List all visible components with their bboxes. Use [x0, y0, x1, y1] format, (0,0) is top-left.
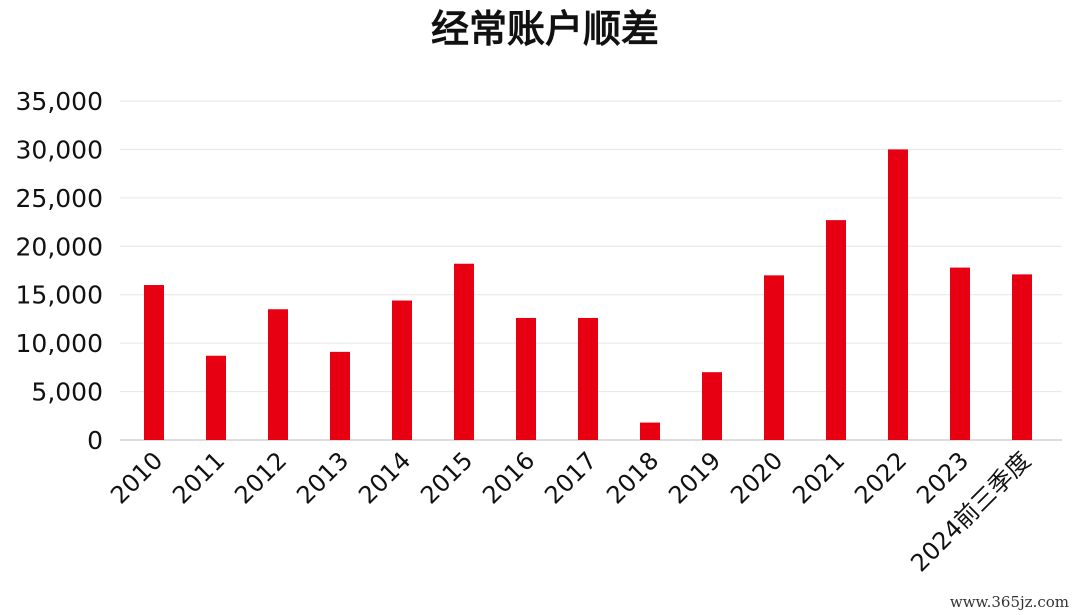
bar-2024前三季度	[1012, 274, 1032, 440]
y-tick-label: 20,000	[16, 232, 103, 261]
bars	[144, 149, 1032, 440]
bar-2012	[268, 309, 288, 440]
x-tick-label: 2021	[787, 446, 850, 509]
x-tick-label: 2019	[663, 446, 726, 509]
bar-2017	[578, 317, 598, 440]
y-tick-label: 15,000	[16, 281, 103, 310]
bar-2016	[516, 317, 536, 440]
y-tick-label: 5,000	[31, 378, 103, 407]
x-tick-label: 2014	[353, 446, 416, 509]
x-tick-label: 2018	[601, 446, 664, 509]
x-tick-label: 2022	[849, 446, 912, 509]
chart-title: 经常账户顺差	[431, 7, 659, 51]
y-tick-label: 30,000	[16, 135, 103, 164]
bar-2010	[144, 285, 164, 440]
x-tick-label: 2011	[167, 446, 230, 509]
bar-2023	[950, 267, 970, 440]
bar-2019	[702, 372, 722, 440]
bar-2021	[826, 220, 846, 440]
bar-2011	[206, 355, 226, 440]
y-tick-label: 0	[87, 426, 103, 455]
y-tick-label: 10,000	[16, 329, 103, 358]
x-tick-label: 2010	[105, 446, 168, 509]
y-axis-ticks: 0 5,000 10,000 15,000 20,000 25,000 30,000 35,0…	[16, 87, 103, 455]
x-tick-label: 2017	[539, 446, 602, 509]
x-tick-label: 2020	[725, 446, 788, 509]
watermark-text: www.365jz.com	[946, 593, 1072, 611]
x-tick-label: 2015	[415, 446, 478, 509]
bar-2018	[640, 422, 660, 440]
x-tick-label: 2012	[229, 446, 292, 509]
bar-2020	[764, 275, 784, 440]
bar-2014	[392, 300, 412, 440]
y-tick-label: 25,000	[16, 184, 103, 213]
bar-2013	[330, 351, 350, 440]
x-tick-label: 2013	[291, 446, 354, 509]
bar-2015	[454, 263, 474, 440]
x-tick-label: 2016	[477, 446, 540, 509]
x-axis-ticks: 2010 2011 2012 2013 2014 2015 2016 2017 2018 2019…	[105, 446, 1036, 577]
bar-2022	[888, 149, 908, 440]
y-tick-label: 35,000	[16, 87, 103, 116]
